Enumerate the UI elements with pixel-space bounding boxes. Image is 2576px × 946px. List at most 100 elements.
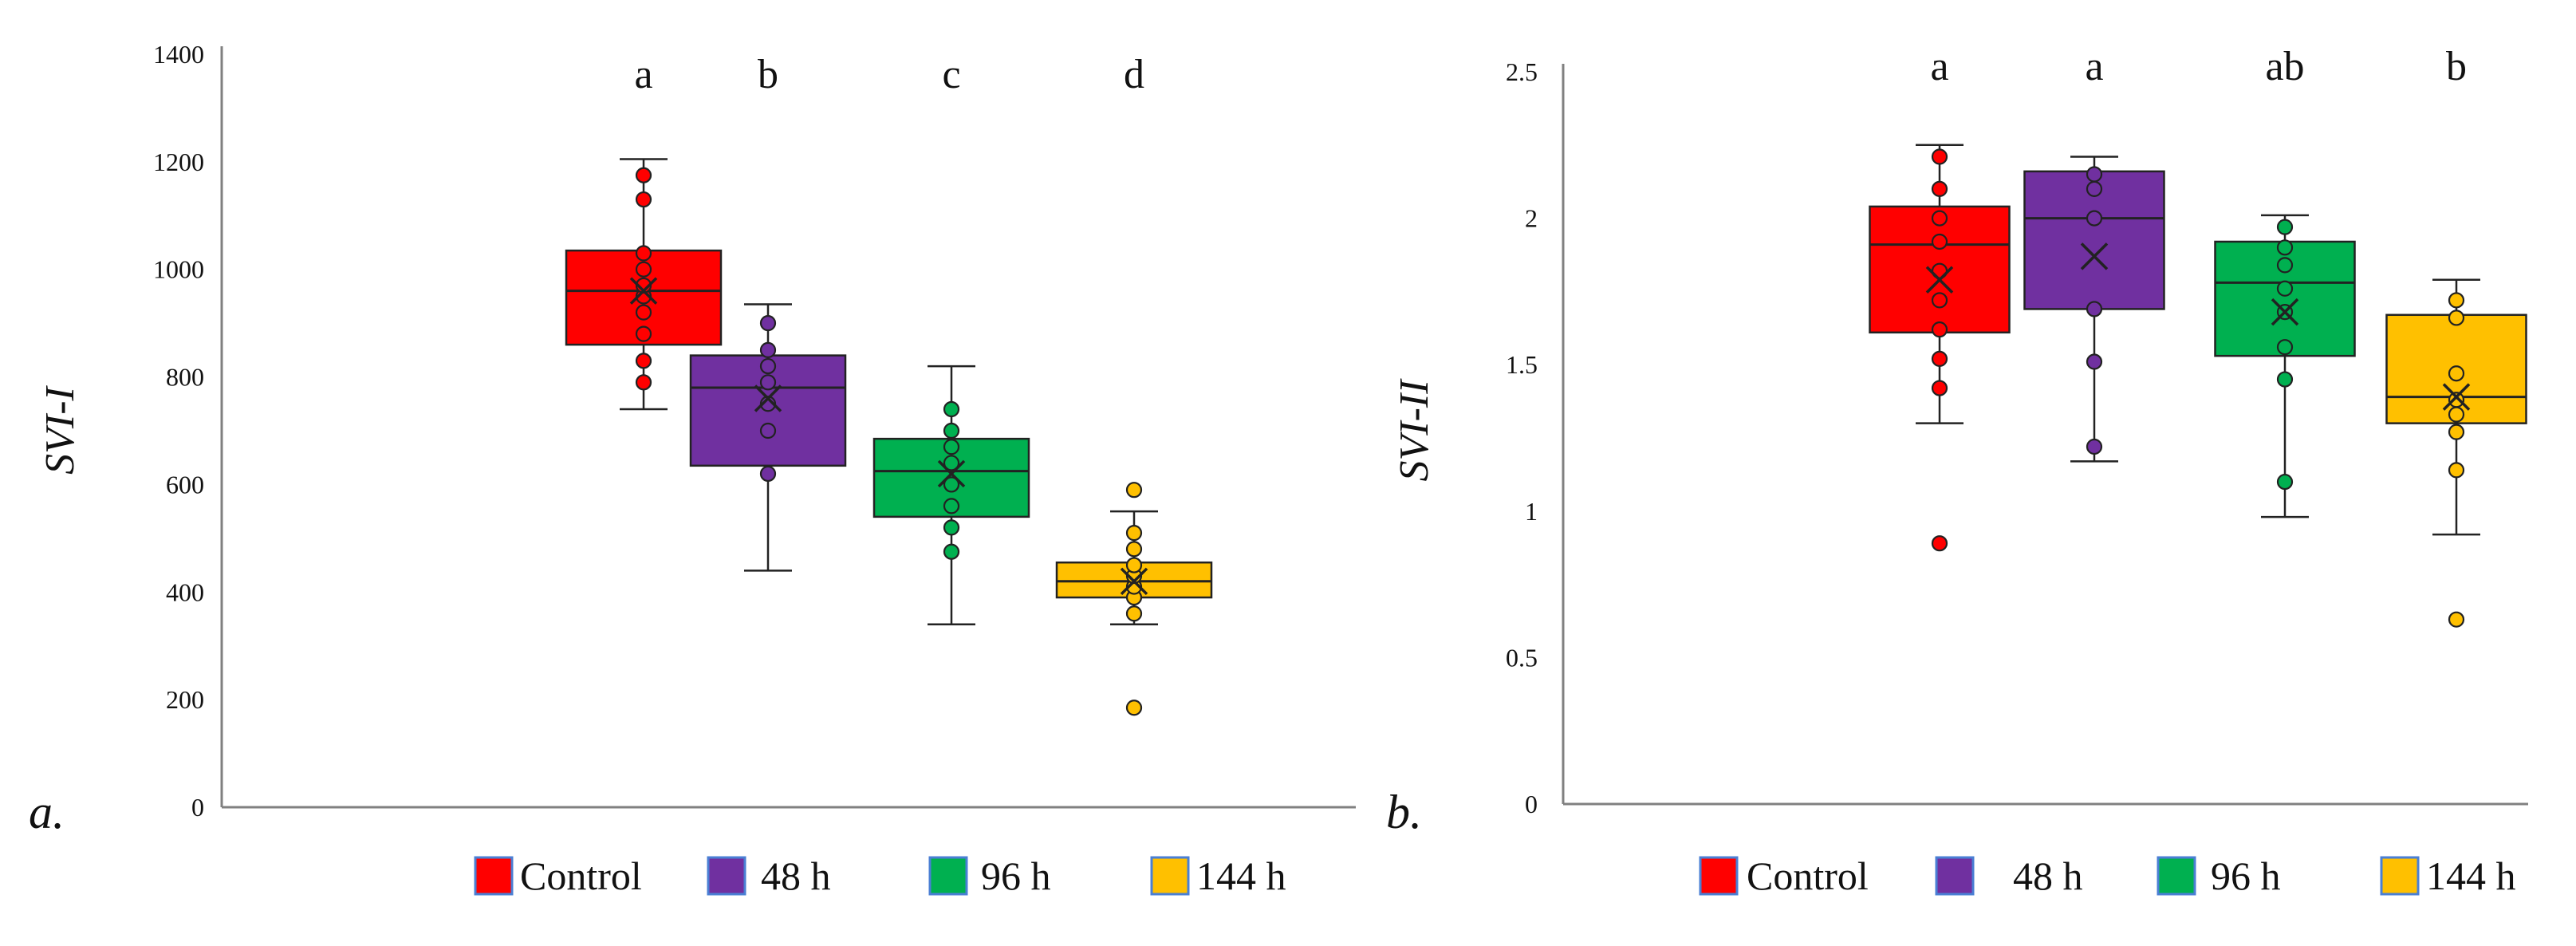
data-point <box>1931 148 1948 165</box>
legend-label: Control <box>1747 853 1869 898</box>
data-point <box>759 422 777 439</box>
data-point <box>2276 239 2294 256</box>
mean-marker <box>754 384 782 412</box>
legend: Control 48 h 96 h 144 h <box>474 853 1286 898</box>
data-point <box>635 261 652 278</box>
y-axis-label: SVI-II <box>1392 378 1437 482</box>
legend: Control 48 h 96 h 144 h <box>1699 853 2516 898</box>
mean-marker <box>2442 383 2471 411</box>
panel-a: 0 200 400 600 800 1000 1200 1400 SVI-I a. a b c d Cont… <box>29 40 1356 898</box>
legend-swatch <box>1935 856 1975 896</box>
y-tick-label: 1.5 <box>1506 350 1538 379</box>
mean-marker <box>629 277 658 305</box>
data-point <box>1931 292 1948 309</box>
significance-letter: b <box>2446 44 2467 89</box>
panel-b: 0 0.5 1 1.5 2 2.5 SVI-II b. a a ab b Control 48 h 96 h… <box>1386 44 2528 898</box>
series-96h: ab <box>2214 44 2356 518</box>
legend-swatch <box>2157 856 2196 896</box>
data-point <box>1931 350 1948 367</box>
legend-swatch <box>2380 856 2420 896</box>
data-point <box>2086 353 2103 370</box>
data-point <box>1125 525 1143 542</box>
mean-marker <box>2080 242 2109 270</box>
series-144h: b <box>2385 44 2527 628</box>
mean-marker <box>1925 266 1954 294</box>
data-point <box>2276 339 2294 356</box>
legend-label: 48 h <box>2013 853 2083 898</box>
data-point <box>1931 233 1948 250</box>
legend-label: Control <box>520 853 642 898</box>
y-tick-label: 200 <box>166 685 204 714</box>
panel-label: b. <box>1386 786 1422 838</box>
significance-letter: c <box>942 52 960 97</box>
data-point <box>2086 180 2103 197</box>
data-point <box>2448 392 2465 408</box>
data-point <box>759 357 777 375</box>
data-point <box>635 304 652 321</box>
data-point <box>1125 700 1143 716</box>
y-tick-label: 0.5 <box>1506 643 1538 672</box>
data-point <box>2276 280 2294 297</box>
data-point <box>2086 301 2103 317</box>
data-point <box>2448 424 2465 440</box>
data-point <box>635 325 652 342</box>
data-point <box>1931 180 1948 197</box>
series-48h: a <box>2023 44 2165 463</box>
series-144h: d <box>1055 52 1213 716</box>
data-point <box>1931 380 1948 396</box>
data-point <box>2086 210 2103 227</box>
data-point <box>635 167 652 183</box>
data-point <box>2276 257 2294 274</box>
legend-swatch <box>1150 856 1190 896</box>
data-point <box>943 439 960 455</box>
y-tick-label: 1200 <box>153 148 204 176</box>
data-point <box>2448 462 2465 479</box>
legend-label: 96 h <box>981 853 1051 898</box>
mean-marker <box>937 459 966 488</box>
series-control: a <box>565 52 723 411</box>
data-point <box>943 519 960 536</box>
legend-swatch <box>474 856 514 896</box>
data-point <box>2448 365 2465 382</box>
y-axis-label: SVI-I <box>37 384 83 474</box>
y-tick-label: 0 <box>191 793 204 822</box>
panel-label: a. <box>29 786 65 838</box>
legend-label: 144 h <box>2426 853 2516 898</box>
y-tick-label: 1 <box>1525 497 1538 526</box>
series-48h: b <box>689 52 847 572</box>
data-point <box>943 543 960 560</box>
data-point <box>943 400 960 418</box>
data-point <box>635 245 652 262</box>
legend-label: 96 h <box>2211 853 2281 898</box>
legend-swatch <box>1699 856 1739 896</box>
legend-swatch <box>928 856 968 896</box>
mean-marker <box>1120 567 1148 596</box>
significance-letter: a <box>634 52 652 97</box>
data-point <box>1931 535 1948 552</box>
data-point <box>2448 309 2465 326</box>
significance-letter: a <box>2085 44 2103 89</box>
data-point <box>2086 438 2103 455</box>
data-point <box>943 498 960 514</box>
data-point <box>2276 371 2294 388</box>
significance-letter: ab <box>2265 44 2304 89</box>
data-point <box>1125 482 1143 499</box>
significance-letter: d <box>1124 52 1144 97</box>
data-point <box>1931 321 1948 338</box>
significance-letter: b <box>758 52 778 97</box>
data-point <box>2276 219 2294 235</box>
data-point <box>1931 210 1948 227</box>
y-tick-label: 1000 <box>153 255 204 284</box>
significance-letter: a <box>1930 44 1948 89</box>
data-point <box>1125 541 1143 558</box>
mean-marker <box>2271 298 2299 326</box>
data-point <box>2448 292 2465 309</box>
legend-label: 144 h <box>1196 853 1286 898</box>
y-tick-label: 800 <box>166 363 204 392</box>
y-tick-label: 1400 <box>153 40 204 69</box>
legend-swatch <box>707 856 746 896</box>
data-point <box>635 353 652 369</box>
series-96h: c <box>872 52 1030 625</box>
y-tick-label: 600 <box>166 470 204 499</box>
